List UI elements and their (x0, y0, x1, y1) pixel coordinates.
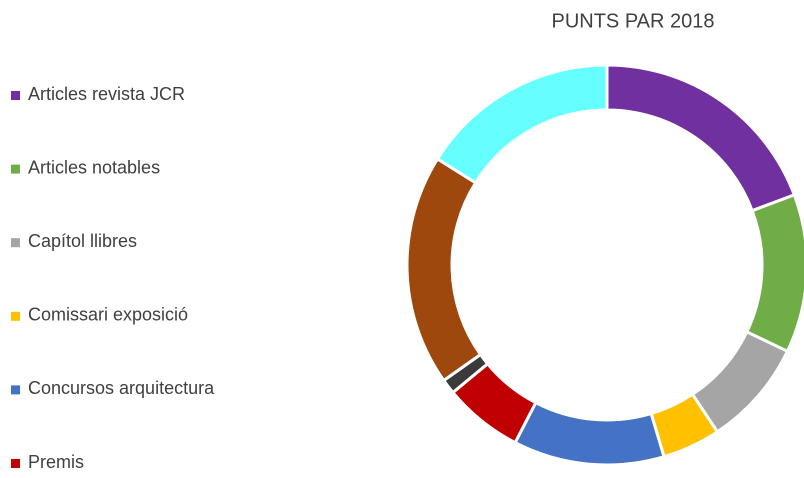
legend-label: Concursos arquitectura (28, 378, 215, 398)
legend-swatch (11, 91, 20, 100)
legend-label: Capítol llibres (28, 231, 137, 251)
legend-label: Premis (28, 452, 84, 472)
donut-segment (605, 63, 797, 213)
donut-segment (405, 156, 483, 383)
chart-title: PUNTS PAR 2018 (551, 10, 714, 32)
legend-label: Articles notables (28, 157, 160, 177)
legend-swatch (11, 311, 20, 321)
donut-segment (744, 192, 804, 354)
legend-swatch (11, 164, 20, 174)
donut-segment (513, 400, 666, 467)
legend-label: Articles revista JCR (28, 84, 185, 104)
legend-swatch (11, 459, 20, 468)
legend-swatch (11, 238, 20, 248)
donut-segment (435, 63, 609, 185)
legend-label: Comissari exposició (28, 305, 188, 325)
legend-swatch (11, 385, 20, 395)
